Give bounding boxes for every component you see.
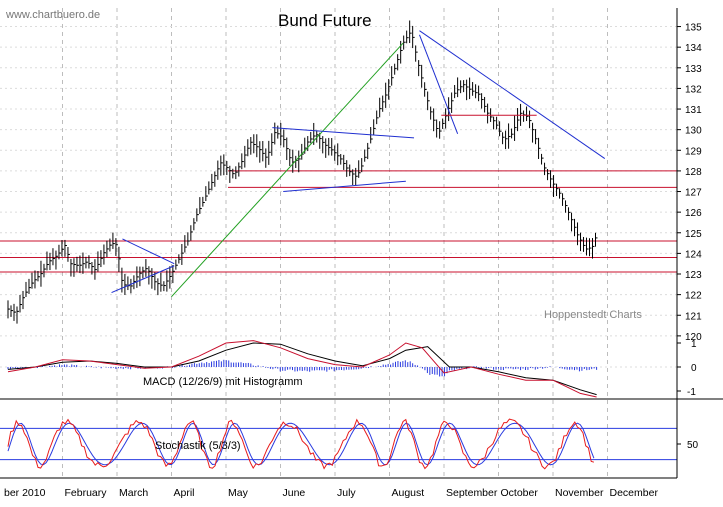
macd-tick-label: 1 xyxy=(691,339,697,350)
y-tick-label: 129 xyxy=(685,146,702,157)
x-tick-label: March xyxy=(119,487,148,499)
x-tick-label: August xyxy=(392,487,425,499)
y-tick-label: 126 xyxy=(685,208,702,219)
x-tick-label: October xyxy=(501,487,539,499)
y-tick-label: 135 xyxy=(685,23,702,34)
grid-layer xyxy=(0,8,677,478)
x-tick-label: July xyxy=(337,487,356,499)
stoch-tick-label: 50 xyxy=(687,440,699,451)
trendline xyxy=(122,238,175,265)
stochastic-layer xyxy=(0,418,677,470)
x-tick-label: February xyxy=(65,487,108,499)
macd-label: MACD (12/26/9) mit Histogramm xyxy=(143,376,303,388)
trendline xyxy=(283,180,406,193)
y-tick-label: 134 xyxy=(685,43,702,54)
trendline xyxy=(419,34,459,134)
stochastic-label: Stochastik (5/3/3) xyxy=(155,440,241,452)
y-tick-label: 127 xyxy=(685,188,702,199)
trendline xyxy=(419,30,606,159)
trendline xyxy=(272,127,415,139)
trendline xyxy=(111,265,175,294)
text-layer: www.chartbuero.de Bund Future Hoppensted… xyxy=(5,9,642,452)
stoch-d-line xyxy=(7,422,595,466)
credit-label: Hoppenstedt Charts xyxy=(544,309,642,321)
y-tick-label: 133 xyxy=(685,64,702,75)
macd-line xyxy=(7,340,597,398)
y-tick-label: 128 xyxy=(685,167,702,178)
x-tick-label: September xyxy=(446,487,498,499)
y-tick-label: 122 xyxy=(685,291,702,302)
y-tick-label: 123 xyxy=(685,270,702,281)
y-tick-label: 130 xyxy=(685,126,702,137)
macd-tick-label: 0 xyxy=(691,363,697,374)
trendlines-layer xyxy=(111,30,606,298)
axis-layer: ber 2010 February March April May June July Aug… xyxy=(0,8,723,499)
macd-layer xyxy=(0,340,677,398)
y-tick-label: 120 xyxy=(685,332,702,343)
x-tick-label: ber 2010 xyxy=(4,487,46,499)
x-tick-label: November xyxy=(555,487,604,499)
y-tick-label: 121 xyxy=(685,311,702,322)
x-tick-label: April xyxy=(174,487,195,499)
y-tick-label: 125 xyxy=(685,229,702,240)
chart-title: Bund Future xyxy=(278,11,372,30)
macd-signal-line xyxy=(7,342,597,396)
x-tick-label: December xyxy=(610,487,659,499)
price-layer xyxy=(7,20,598,324)
stoch-k-line xyxy=(7,418,595,470)
watermark: www.chartbuero.de xyxy=(5,9,100,21)
trendline xyxy=(171,42,404,298)
x-tick-label: May xyxy=(228,487,249,499)
y-tick-label: 124 xyxy=(685,249,702,260)
y-tick-label: 132 xyxy=(685,84,702,95)
y-tick-label: 131 xyxy=(685,105,702,116)
macd-tick-label: -1 xyxy=(687,387,696,398)
x-tick-label: June xyxy=(283,487,306,499)
